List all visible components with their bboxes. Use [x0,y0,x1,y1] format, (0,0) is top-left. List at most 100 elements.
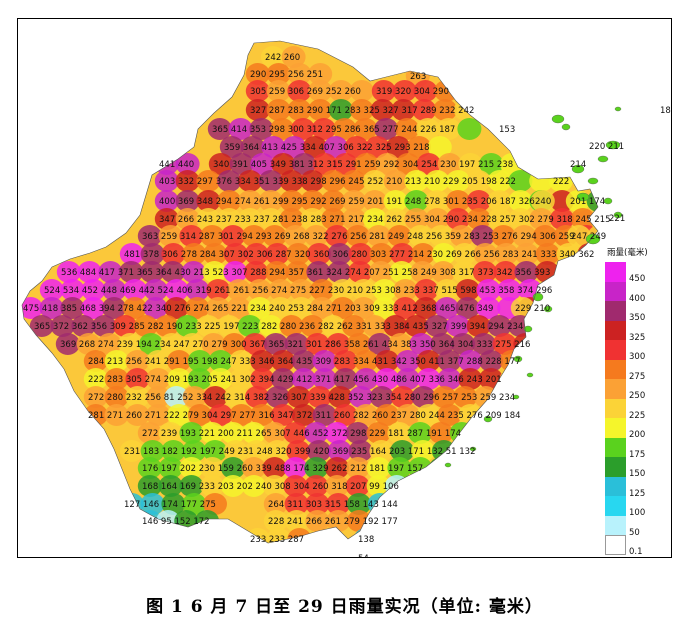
legend-row: 175 [605,437,667,460]
station-values: 475 418 385 468 394 278 422 340 276 274 … [23,304,493,314]
island [526,372,534,378]
legend-row: 275 [605,359,667,382]
legend-label: 225 [629,410,646,421]
station-values: 247 249 [571,232,606,242]
island [483,415,493,423]
legend-label: 300 [629,352,646,362]
rainfall-map: 242 260 290 295 256 251 263 305 259 306 269… [21,40,672,558]
legend-swatch [605,437,626,457]
station-values: 220 211 [589,142,624,152]
legend-swatch [605,418,626,438]
legend-row: 450 [605,262,667,284]
station-labels: 242 260 290 295 256 251 263 305 259 306 269… [23,53,672,558]
station-values: 228 241 266 261 279 192 177 [268,517,398,527]
legend-row: 100 [605,496,667,518]
coastal-islands [444,106,623,468]
legend-row: 300 [605,340,667,362]
station-values: 327 287 283 290 171 283 325 327 317 289 … [250,106,474,116]
station-values: 340 391 405 349 381 312 315 291 259 292 … [213,160,513,170]
legend-swatch [605,301,626,321]
station-values: 305 259 306 269 252 260 [250,87,361,97]
station-values: 272 239 193 221 200 211 265 307 446 452 … [142,429,461,439]
station-values: 229 210 [515,304,550,314]
station-values: 186 [660,106,672,116]
station-values: 221 [609,214,625,224]
legend-label: 275 [629,371,646,382]
station-values: 54 [358,554,369,558]
island [543,305,553,313]
legend-row: 200 [605,418,667,440]
station-values: 400 369 348 294 274 261 299 295 292 269 … [159,197,535,207]
station-values: 365 414 353 298 300 312 295 286 365 277 … [212,125,455,135]
legend-label: 450 [629,274,646,284]
island [585,233,601,245]
station-values: 441 440 [159,160,194,170]
station-values: 240 [535,197,551,207]
station-values: 284 213 256 241 291 195 198 247 333 346 … [88,357,521,367]
station-values: 263 [410,72,426,82]
legend-row: 400 [605,281,667,304]
station-values: 127 146 174 177 275 [124,500,216,510]
station-values: 153 [499,125,515,135]
island [587,177,599,185]
legend-label: 175 [629,449,646,460]
island [613,211,623,219]
station-values: 146 95 152 172 [142,517,210,527]
island [597,155,609,163]
station-values: 319 320 304 290 [376,87,449,97]
figure-caption: 图 1 6 月 7 日至 29 日雨量实况（单位: 毫米） [146,597,543,617]
station-values: 222 [553,177,569,187]
legend-swatch [605,262,626,282]
legend-swatch [605,359,626,379]
station-values: 365 372 362 356 309 285 282 190 233 225 … [34,322,523,332]
station-values: 524 534 452 448 469 442 524 406 319 261 … [44,286,552,296]
station-values: 363 259 314 287 301 294 293 269 268 322 … [142,232,575,242]
station-values: 264 311 303 315 158 143 144 [268,500,398,510]
station-values: 272 280 232 256 81 252 334 242 314 382 3… [88,393,515,403]
legend-row: 250 [605,379,667,401]
island [571,164,585,174]
legend-swatch [605,496,626,516]
station-values: 233 233 287 [250,535,304,545]
station-values: 222 283 305 274 209 193 205 241 302 394 … [88,375,502,385]
station-values: 481 378 306 278 284 307 302 306 287 320 … [124,250,594,260]
station-values: 201 174 [570,197,605,207]
legend-row: 150 [605,457,667,479]
island [614,106,622,112]
legend-label: 250 [629,391,646,401]
station-values: 359 364 413 425 334 407 306 322 325 293 … [224,143,429,153]
station-values: 281 271 260 271 222 279 304 297 277 316 … [88,411,521,421]
station-values: 214 [570,160,586,170]
legend-label: 325 [629,332,646,343]
legend-label: 400 [629,293,646,304]
island [469,446,477,452]
legend-swatch [605,379,626,399]
station-values: 369 268 274 239 194 234 247 270 279 300 … [60,340,530,350]
legend-row: 350 [605,301,667,323]
island [551,114,565,124]
island [603,197,613,205]
legend-row: 0.1 [605,535,667,557]
rainfall-map-figure: 242 260 290 295 256 251 263 305 259 306 269… [17,18,672,558]
legend: 450 400 350 325 300 275 250 225 200 175 150 125 100 5… [605,262,667,557]
legend-swatch [605,457,626,477]
island [561,123,571,131]
legend-row: 50 [605,515,667,538]
legend-label: 125 [629,488,646,499]
island [605,140,621,150]
legend-row: 125 [605,476,667,499]
station-values: 168 164 169 233 203 202 240 308 304 260 … [142,482,399,492]
legend-label: 50 [629,527,640,538]
island [523,325,533,333]
island [512,394,520,400]
station-values: 290 295 256 251 [250,70,323,80]
legend-label: 100 [629,508,646,518]
legend-row: 225 [605,398,667,421]
station-values: 242 260 [265,53,300,63]
legend-swatch [605,281,626,301]
legend-label: 150 [629,469,646,479]
station-values: 176 197 202 230 159 260 339 488 174 329 … [142,464,423,474]
legend-swatch [605,535,626,555]
island [576,192,590,202]
legend-swatch [605,476,626,496]
